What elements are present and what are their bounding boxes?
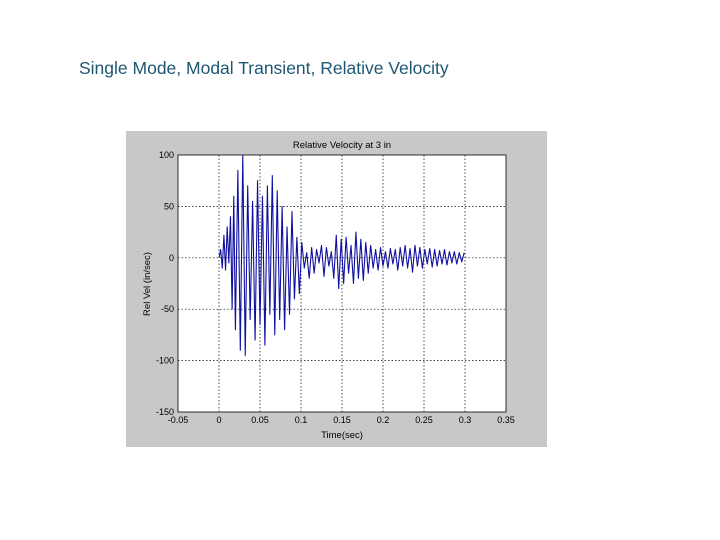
x-tick-label: 0 bbox=[216, 415, 221, 425]
y-tick-label: 0 bbox=[169, 253, 174, 263]
chart-canvas: -0.05 0 0.05 0.1 0.15 0.2 0.25 0.3 0.35 100 50 0 -50… bbox=[142, 140, 515, 441]
tick-labels: -0.05 0 0.05 0.1 0.15 0.2 0.25 0.3 0.35 100 50 0 -50… bbox=[156, 150, 515, 425]
x-tick-label: 0.05 bbox=[251, 415, 269, 425]
y-tick-label: 50 bbox=[164, 201, 174, 211]
x-tick-label: 0.1 bbox=[295, 415, 308, 425]
chart-figure: -0.05 0 0.05 0.1 0.15 0.2 0.25 0.3 0.35 100 50 0 -50… bbox=[126, 131, 547, 447]
slide-title: Single Mode, Modal Transient, Relative V… bbox=[79, 58, 449, 78]
y-tick-label: 100 bbox=[159, 150, 174, 160]
x-tick-label: 0.2 bbox=[377, 415, 390, 425]
y-tick-label: -150 bbox=[156, 407, 174, 417]
y-tick-label: -50 bbox=[161, 304, 174, 314]
x-tick-label: 0.15 bbox=[333, 415, 351, 425]
chart-title: Relative Velocity at 3 in bbox=[293, 140, 391, 151]
x-tick-label: 0.25 bbox=[415, 415, 433, 425]
x-tick-label: -0.05 bbox=[168, 415, 189, 425]
y-axis-label: Rel Vel (in/sec) bbox=[142, 252, 153, 316]
x-tick-label: 0.3 bbox=[459, 415, 472, 425]
grid bbox=[178, 155, 506, 412]
x-axis-label: Time(sec) bbox=[321, 430, 363, 441]
series-line bbox=[218, 154, 465, 357]
x-tick-label: 0.35 bbox=[497, 415, 515, 425]
y-tick-label: -100 bbox=[156, 356, 174, 366]
series-layer bbox=[218, 154, 465, 357]
